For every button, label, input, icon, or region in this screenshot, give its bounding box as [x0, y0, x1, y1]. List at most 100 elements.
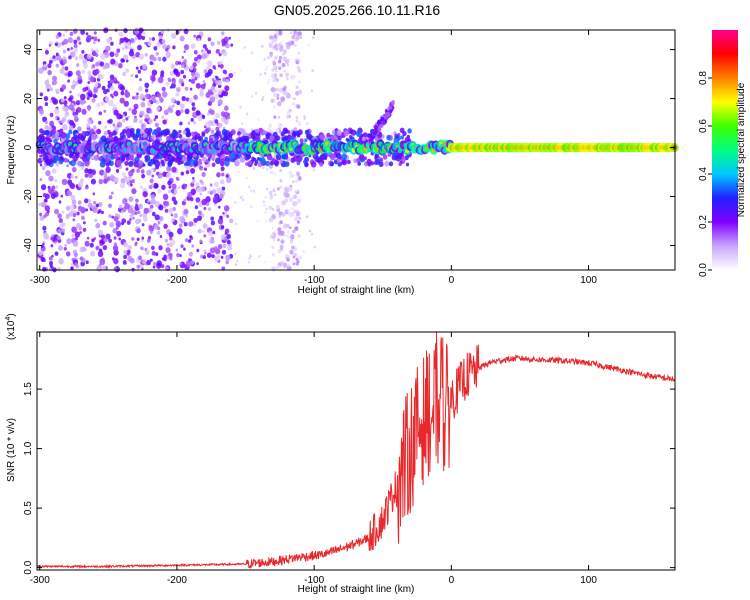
spectrogram-cell [170, 82, 176, 89]
snr-ytick-label: 1.5 [23, 382, 34, 396]
spectrogram-cell [221, 90, 226, 96]
spectrogram-cell [117, 81, 120, 85]
spectrogram-cell [249, 253, 252, 257]
spectrogram-cell [65, 251, 71, 257]
spectrogram-cell [208, 189, 211, 193]
spectrogram-y-ticks: -40 -20 0 20 40 [23, 44, 675, 253]
spectrogram-cell [197, 38, 201, 42]
spectrogram-cell [267, 56, 270, 59]
spectrogram-cell [134, 95, 139, 100]
spectrogram-cell [188, 221, 194, 227]
spectrogram-cell [210, 216, 215, 221]
spectrogram-cell [103, 178, 108, 184]
spectrogram-cell [113, 258, 119, 265]
spectrogram-cell [142, 259, 147, 265]
spectrogram-cell [133, 103, 139, 110]
spectrogram-cell [44, 193, 50, 200]
spectrogram-cell [293, 215, 299, 222]
spectrogram-cell [47, 69, 52, 76]
spectrogram-cell [128, 196, 134, 202]
spectrogram-cell [291, 34, 296, 40]
spectrogram-cell [93, 125, 97, 130]
spectrogram-cell [105, 45, 111, 52]
spectrogram-cell [158, 216, 164, 222]
spectrogram-cell [343, 130, 349, 137]
spectrogram-cell [47, 63, 52, 69]
spectrogram-cell [296, 104, 301, 109]
spectrogram-cell [163, 205, 167, 209]
spectrogram-cell [124, 37, 129, 43]
spectrogram-cell [226, 176, 232, 184]
spectrogram-cell [278, 215, 282, 219]
spectrogram-cell [130, 183, 133, 187]
spectrogram-frame [36, 29, 676, 271]
spectrogram-cell [297, 51, 300, 55]
spectrogram-cell [121, 218, 127, 224]
spectrogram-cell [248, 257, 251, 260]
spectrogram-cell [151, 37, 156, 41]
spectrogram-cell [185, 97, 190, 102]
spectrogram-cell [219, 64, 224, 69]
spectrogram-cell [149, 178, 154, 184]
spectrogram-cell [299, 138, 304, 144]
spectrogram-cell [287, 263, 291, 267]
spectrogram-cell [189, 235, 193, 239]
spectrogram-cell [141, 173, 146, 179]
spectrogram-cell [279, 185, 283, 189]
spectrogram-cell [102, 245, 108, 251]
spectrogram-cell [73, 134, 78, 140]
spectrogram-cell [218, 205, 221, 209]
spectrogram-cell [141, 223, 145, 227]
spectrogram-cell [49, 99, 53, 103]
spectrogram-cell [217, 79, 222, 86]
spectrogram-cell [94, 83, 98, 88]
spectrogram-cell [290, 135, 295, 141]
spectrogram-cell [275, 153, 282, 161]
spectrogram-cell [176, 86, 181, 93]
spectrogram-cell [84, 173, 89, 178]
spectrogram-cell [247, 185, 251, 189]
spectrogram-cell [193, 34, 197, 38]
spectrogram-cell [61, 210, 65, 214]
spectrogram-cell [164, 208, 169, 213]
spectrogram-cell [72, 47, 78, 53]
spectrogram-cell [282, 87, 286, 91]
spectrogram-cell [59, 68, 65, 75]
spectrogram-cell [210, 109, 215, 115]
snr-ytick-label: 0.5 [23, 501, 34, 515]
spectrogram-cell [72, 154, 79, 162]
spectrogram-cell [138, 160, 144, 167]
spectrogram-cell [230, 43, 234, 47]
spectrogram-cell [280, 96, 286, 102]
spectrogram-cell [162, 119, 167, 125]
spectrogram-cell [65, 214, 70, 220]
spectrogram-cell [128, 107, 132, 112]
spectrogram-cell [215, 130, 221, 137]
spectrogram-cell [253, 189, 256, 193]
spectrogram-cell [72, 213, 77, 218]
spectrogram-cell [271, 207, 275, 211]
spectrogram-cell [272, 79, 275, 83]
spectrogram-cell [161, 162, 165, 167]
spectrogram-cell [96, 102, 101, 108]
spectrogram-cell [64, 72, 68, 76]
spectrogram-cell [402, 131, 407, 137]
spectrogram-cell [225, 174, 229, 178]
spectrogram-cell [272, 105, 276, 110]
spectrogram-cell [66, 164, 69, 168]
spectrogram-cell [227, 239, 231, 245]
spectrogram-cell [277, 59, 282, 64]
spectrogram-cell [101, 265, 107, 271]
spectrogram-cell [127, 115, 130, 119]
spectrogram-cell [95, 246, 99, 250]
spectrogram-cell [62, 59, 68, 65]
spectrogram-cell [151, 76, 156, 82]
spectrogram-cell [239, 105, 242, 109]
spectrogram-cell [110, 93, 113, 97]
spectrogram-cell [151, 183, 155, 187]
spectrogram-cell [279, 159, 283, 164]
spectrogram-cell [95, 53, 99, 58]
spectrogram-cell [135, 218, 140, 225]
spectrogram-cell [377, 132, 383, 139]
spectrogram-cell [289, 241, 293, 244]
